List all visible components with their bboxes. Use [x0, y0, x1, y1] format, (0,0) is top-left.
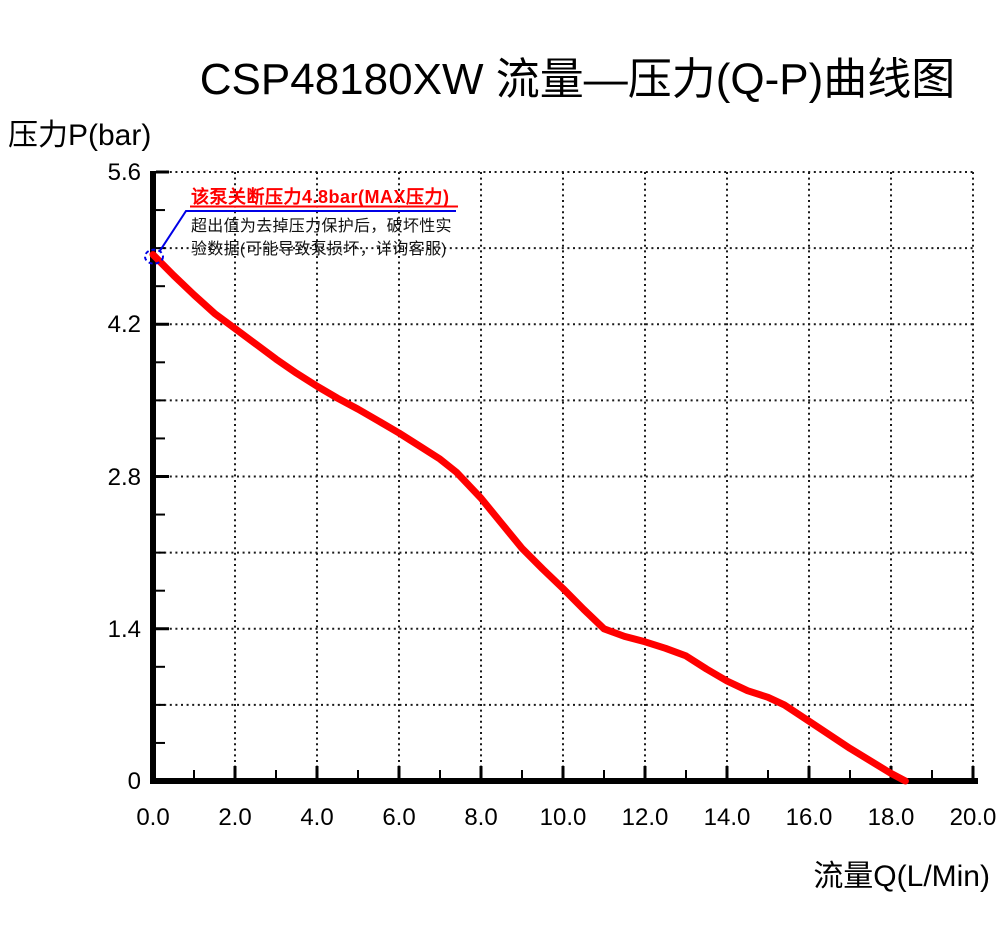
y-tick-label-1.4: 1.4 [107, 615, 141, 643]
x-tick-label-14.0: 14.0 [703, 804, 751, 831]
x-tick-label-6.0: 6.0 [382, 804, 416, 831]
x-tick-label-0.0: 0.0 [136, 804, 170, 831]
x-tick-label-10.0: 10.0 [539, 804, 587, 831]
y-tick-label-5.6: 5.6 [107, 159, 141, 186]
x-tick-label-20.0: 20.0 [949, 804, 997, 831]
axis-spines [150, 171, 978, 784]
x-tick-label-4.0: 4.0 [300, 804, 334, 831]
x-tick-label-16.0: 16.0 [785, 804, 833, 831]
chart-title: CSP48180XW 流量—压力(Q-P)曲线图 [199, 55, 956, 104]
y-tick-label-2.8: 2.8 [107, 463, 141, 491]
annotation-leader-line [159, 210, 456, 252]
annotation-graphics [144, 205, 458, 265]
curve-start-marker [144, 248, 164, 265]
y-tick-label-0: 0 [127, 768, 141, 795]
gridlines [153, 171, 974, 781]
y-axis-title: 压力P(bar) [8, 119, 152, 152]
x-tick-label-18.0: 18.0 [867, 804, 915, 831]
x-tick-label-12.0: 12.0 [621, 804, 669, 831]
annotation-note-line2: 验数据(可能导致泵损坏，详询客服) [191, 241, 447, 258]
x-tick-label-2.0: 2.0 [218, 804, 252, 831]
annotation-note-line1: 超出值为去掉压力保护后，破坏性实 [191, 218, 452, 235]
qp-curve [149, 251, 909, 785]
axis-ticks [151, 170, 975, 783]
annotation-max-pressure-headline: 该泵关断压力4.8bar(MAX压力) [191, 187, 450, 207]
x-tick-label-8.0: 8.0 [464, 804, 498, 831]
y-tick-label-4.2: 4.2 [107, 311, 141, 339]
x-axis-title: 流量Q(L/Min) [813, 860, 990, 893]
